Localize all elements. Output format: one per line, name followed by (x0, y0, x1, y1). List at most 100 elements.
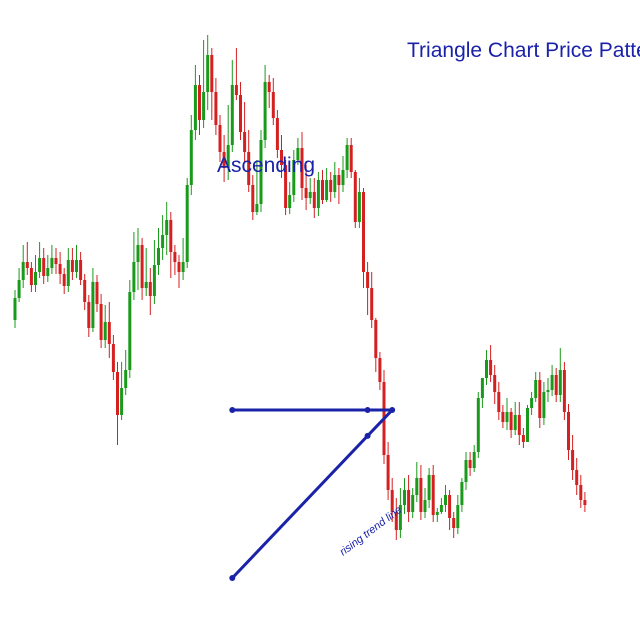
candle-body (386, 455, 390, 490)
candle-body (132, 262, 136, 292)
candle-body (255, 204, 259, 212)
candle-body (489, 360, 493, 375)
candle-body (271, 92, 275, 118)
candle-body (464, 460, 468, 482)
candle-body (95, 282, 99, 304)
candle-body (46, 268, 50, 276)
candle-body (87, 302, 91, 328)
candle-body (13, 298, 17, 320)
candle-body (550, 375, 554, 390)
candle-body (103, 322, 107, 340)
candle-body (398, 505, 402, 530)
candle-body (177, 262, 181, 272)
candle-body (411, 495, 415, 512)
candle-body (357, 192, 361, 222)
candle-body (247, 152, 251, 185)
candle-body (378, 358, 382, 382)
triangle-apex-point (389, 407, 396, 413)
candle-body (575, 470, 579, 485)
candle-body (124, 370, 128, 388)
candle-body (325, 180, 329, 200)
candle-body (222, 152, 226, 168)
candle-body (140, 245, 144, 288)
candle-body (472, 452, 476, 468)
candle-body (99, 304, 103, 340)
candle-body (173, 252, 177, 262)
candle-body (25, 262, 29, 268)
candle-body (456, 505, 460, 528)
candle-body (128, 292, 132, 370)
candle-body (243, 132, 247, 152)
candle-body (70, 260, 74, 272)
candle-body (480, 378, 484, 398)
candle-body (259, 140, 263, 204)
candle-body (234, 85, 238, 95)
candle-body (136, 245, 140, 262)
candle-body (349, 145, 353, 172)
candle-body (415, 478, 419, 495)
candle-body (157, 248, 160, 265)
candle-body (116, 372, 119, 415)
candle-body (538, 380, 542, 418)
candle-body (288, 195, 292, 208)
candle-body (58, 264, 62, 274)
candle-body (521, 435, 525, 442)
candle-body (111, 344, 115, 372)
candle-body (62, 274, 66, 286)
candle-body (431, 475, 435, 515)
candle-body (75, 260, 78, 272)
candle-body (567, 412, 570, 450)
candle-body (267, 82, 271, 92)
candle-body (193, 85, 197, 130)
candle-body (107, 322, 111, 344)
candle-body (562, 370, 566, 412)
candle-body (419, 478, 423, 512)
candle-body (296, 148, 300, 160)
candle-body (206, 55, 210, 92)
candle-body (263, 82, 267, 140)
candle-body (501, 412, 505, 422)
candle-body (218, 125, 222, 152)
candle-body (152, 265, 156, 296)
candle-body (345, 145, 349, 170)
candle-body (42, 258, 46, 276)
candle-body (292, 160, 296, 195)
candle-body (189, 130, 193, 185)
candle-body (423, 500, 427, 512)
candle-body (304, 188, 308, 198)
candle-body (83, 280, 87, 302)
candle-body (341, 170, 345, 185)
candle-body (526, 408, 529, 442)
candle-body (251, 185, 255, 212)
candle-body (79, 260, 83, 280)
candle-body (452, 518, 456, 528)
candle-body (374, 320, 378, 358)
candle-body (579, 485, 583, 500)
candle-body (29, 268, 33, 285)
candle-body (394, 512, 398, 530)
candle-body (66, 260, 70, 286)
candle-body (91, 282, 95, 328)
candle-body (214, 92, 218, 125)
candle-body (534, 380, 538, 398)
candle-body (485, 360, 488, 378)
candle-body (50, 258, 54, 268)
resistance-break-point (364, 407, 371, 413)
candle-body (530, 398, 534, 408)
candle-body (558, 370, 562, 395)
candle-body (202, 92, 206, 120)
candle-body (493, 375, 497, 392)
candle-body (54, 258, 58, 264)
candle-body (316, 180, 320, 208)
candle-body (468, 460, 472, 468)
trend-touch-point (364, 432, 371, 439)
candle-body (476, 398, 480, 452)
candle-body (239, 95, 242, 132)
candle-body (554, 375, 558, 395)
candle-body (505, 412, 509, 422)
candle-body (329, 180, 333, 192)
candle-body (362, 192, 365, 272)
candle-body (460, 482, 464, 505)
candle-body (230, 85, 234, 145)
candle-body (448, 495, 452, 518)
